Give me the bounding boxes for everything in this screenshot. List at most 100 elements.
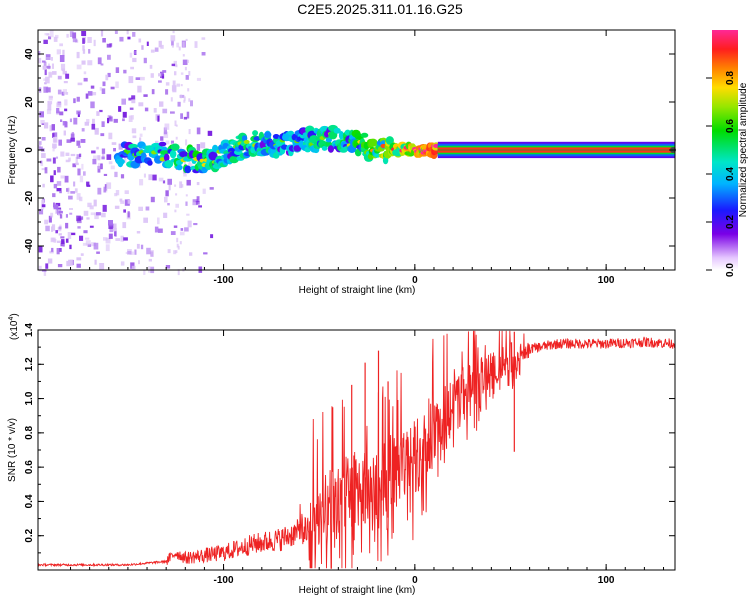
svg-text:(x104): (x104) <box>8 313 20 340</box>
noise-speck <box>150 196 155 203</box>
noise-speck <box>196 127 201 135</box>
noise-speck <box>99 109 103 113</box>
noise-speck <box>84 121 89 126</box>
noise-speck <box>176 83 180 87</box>
noise-speck <box>112 223 117 229</box>
noise-speck <box>94 259 97 265</box>
noise-speck <box>124 190 129 194</box>
noise-speck <box>175 193 178 196</box>
noise-speck <box>160 136 164 141</box>
noise-speck <box>160 72 164 76</box>
noise-speck <box>177 101 181 107</box>
signal-blob <box>179 151 189 158</box>
noise-speck <box>183 96 186 101</box>
noise-speck <box>102 153 105 160</box>
noise-speck <box>73 98 76 104</box>
noise-speck <box>96 111 100 116</box>
noise-speck <box>61 239 65 244</box>
signal-blob <box>368 138 378 147</box>
noise-speck <box>143 269 146 275</box>
noise-speck <box>161 74 165 79</box>
noise-speck <box>108 223 114 229</box>
noise-speck <box>49 125 52 132</box>
noise-speck <box>87 60 93 66</box>
signal-blob <box>252 130 259 136</box>
noise-speck <box>143 173 146 178</box>
signal-blob <box>287 130 294 136</box>
noise-speck <box>146 247 151 255</box>
noise-speck <box>60 151 65 157</box>
noise-speck <box>167 249 171 254</box>
noise-speck <box>91 150 96 154</box>
noise-speck <box>101 88 106 94</box>
noise-speck <box>89 205 94 210</box>
x-tick-label: -100 <box>214 575 234 586</box>
signal-blob <box>360 132 369 138</box>
colorbar-label: Normalized spectral amplitude <box>738 82 749 217</box>
y-tick-label: 1.2 <box>24 357 35 371</box>
noise-speck <box>42 65 47 70</box>
noise-speck <box>56 156 58 159</box>
noise-speck <box>87 202 92 208</box>
signal-blob <box>147 160 153 166</box>
noise-speck <box>126 30 129 35</box>
noise-speck <box>91 123 96 130</box>
noise-speck <box>72 38 78 43</box>
noise-speck <box>76 140 81 146</box>
noise-speck <box>79 175 84 183</box>
noise-speck <box>173 60 177 67</box>
noise-speck <box>77 168 81 176</box>
noise-speck <box>122 111 127 118</box>
noise-speck <box>118 143 123 150</box>
noise-speck <box>52 136 58 143</box>
signal-blob <box>169 149 177 159</box>
noise-speck <box>46 158 52 162</box>
noise-speck <box>181 184 184 188</box>
noise-speck <box>175 64 178 68</box>
noise-speck <box>134 249 137 255</box>
noise-speck <box>163 127 167 135</box>
noise-speck <box>165 89 169 95</box>
noise-speck <box>154 47 159 52</box>
noise-speck <box>69 244 72 250</box>
noise-speck <box>120 174 125 179</box>
noise-speck <box>77 145 81 148</box>
noise-speck <box>184 227 189 232</box>
noise-speck <box>68 195 73 200</box>
noise-speck <box>93 242 99 250</box>
colorbar: 0.0 0.2 0.4 0.6 0.8 Normalized spectral ampl… <box>706 30 749 277</box>
noise-speck <box>185 38 188 41</box>
noise-speck <box>162 108 168 114</box>
x-tick-label: -100 <box>214 275 234 286</box>
noise-speck <box>65 152 70 156</box>
colorbar-tick-label: 0.2 <box>725 215 736 229</box>
noise-speck <box>103 186 106 193</box>
noise-speck <box>93 39 96 47</box>
noise-speck <box>93 199 97 207</box>
noise-speck <box>207 130 213 136</box>
noise-speck <box>183 116 188 120</box>
noise-speck <box>38 265 42 272</box>
noise-speck <box>194 41 198 48</box>
noise-speck <box>70 153 76 157</box>
noise-speck <box>177 269 180 276</box>
noise-speck <box>59 111 64 116</box>
noise-speck <box>158 80 162 83</box>
noise-speck <box>39 209 44 215</box>
noise-speck <box>82 38 85 44</box>
noise-speck <box>198 205 202 208</box>
noise-speck <box>182 59 188 65</box>
noise-speck <box>62 121 67 126</box>
noise-speck <box>189 252 193 256</box>
noise-speck <box>185 75 189 80</box>
noise-speck <box>167 178 172 185</box>
noise-speck <box>146 41 149 46</box>
snr-x-axis: -100 0 100 <box>70 330 665 586</box>
noise-speck <box>97 155 101 161</box>
noise-speck <box>175 136 178 140</box>
noise-speck <box>56 102 62 108</box>
noise-speck <box>168 184 171 191</box>
noise-speck <box>103 173 108 176</box>
noise-speck <box>188 98 191 102</box>
